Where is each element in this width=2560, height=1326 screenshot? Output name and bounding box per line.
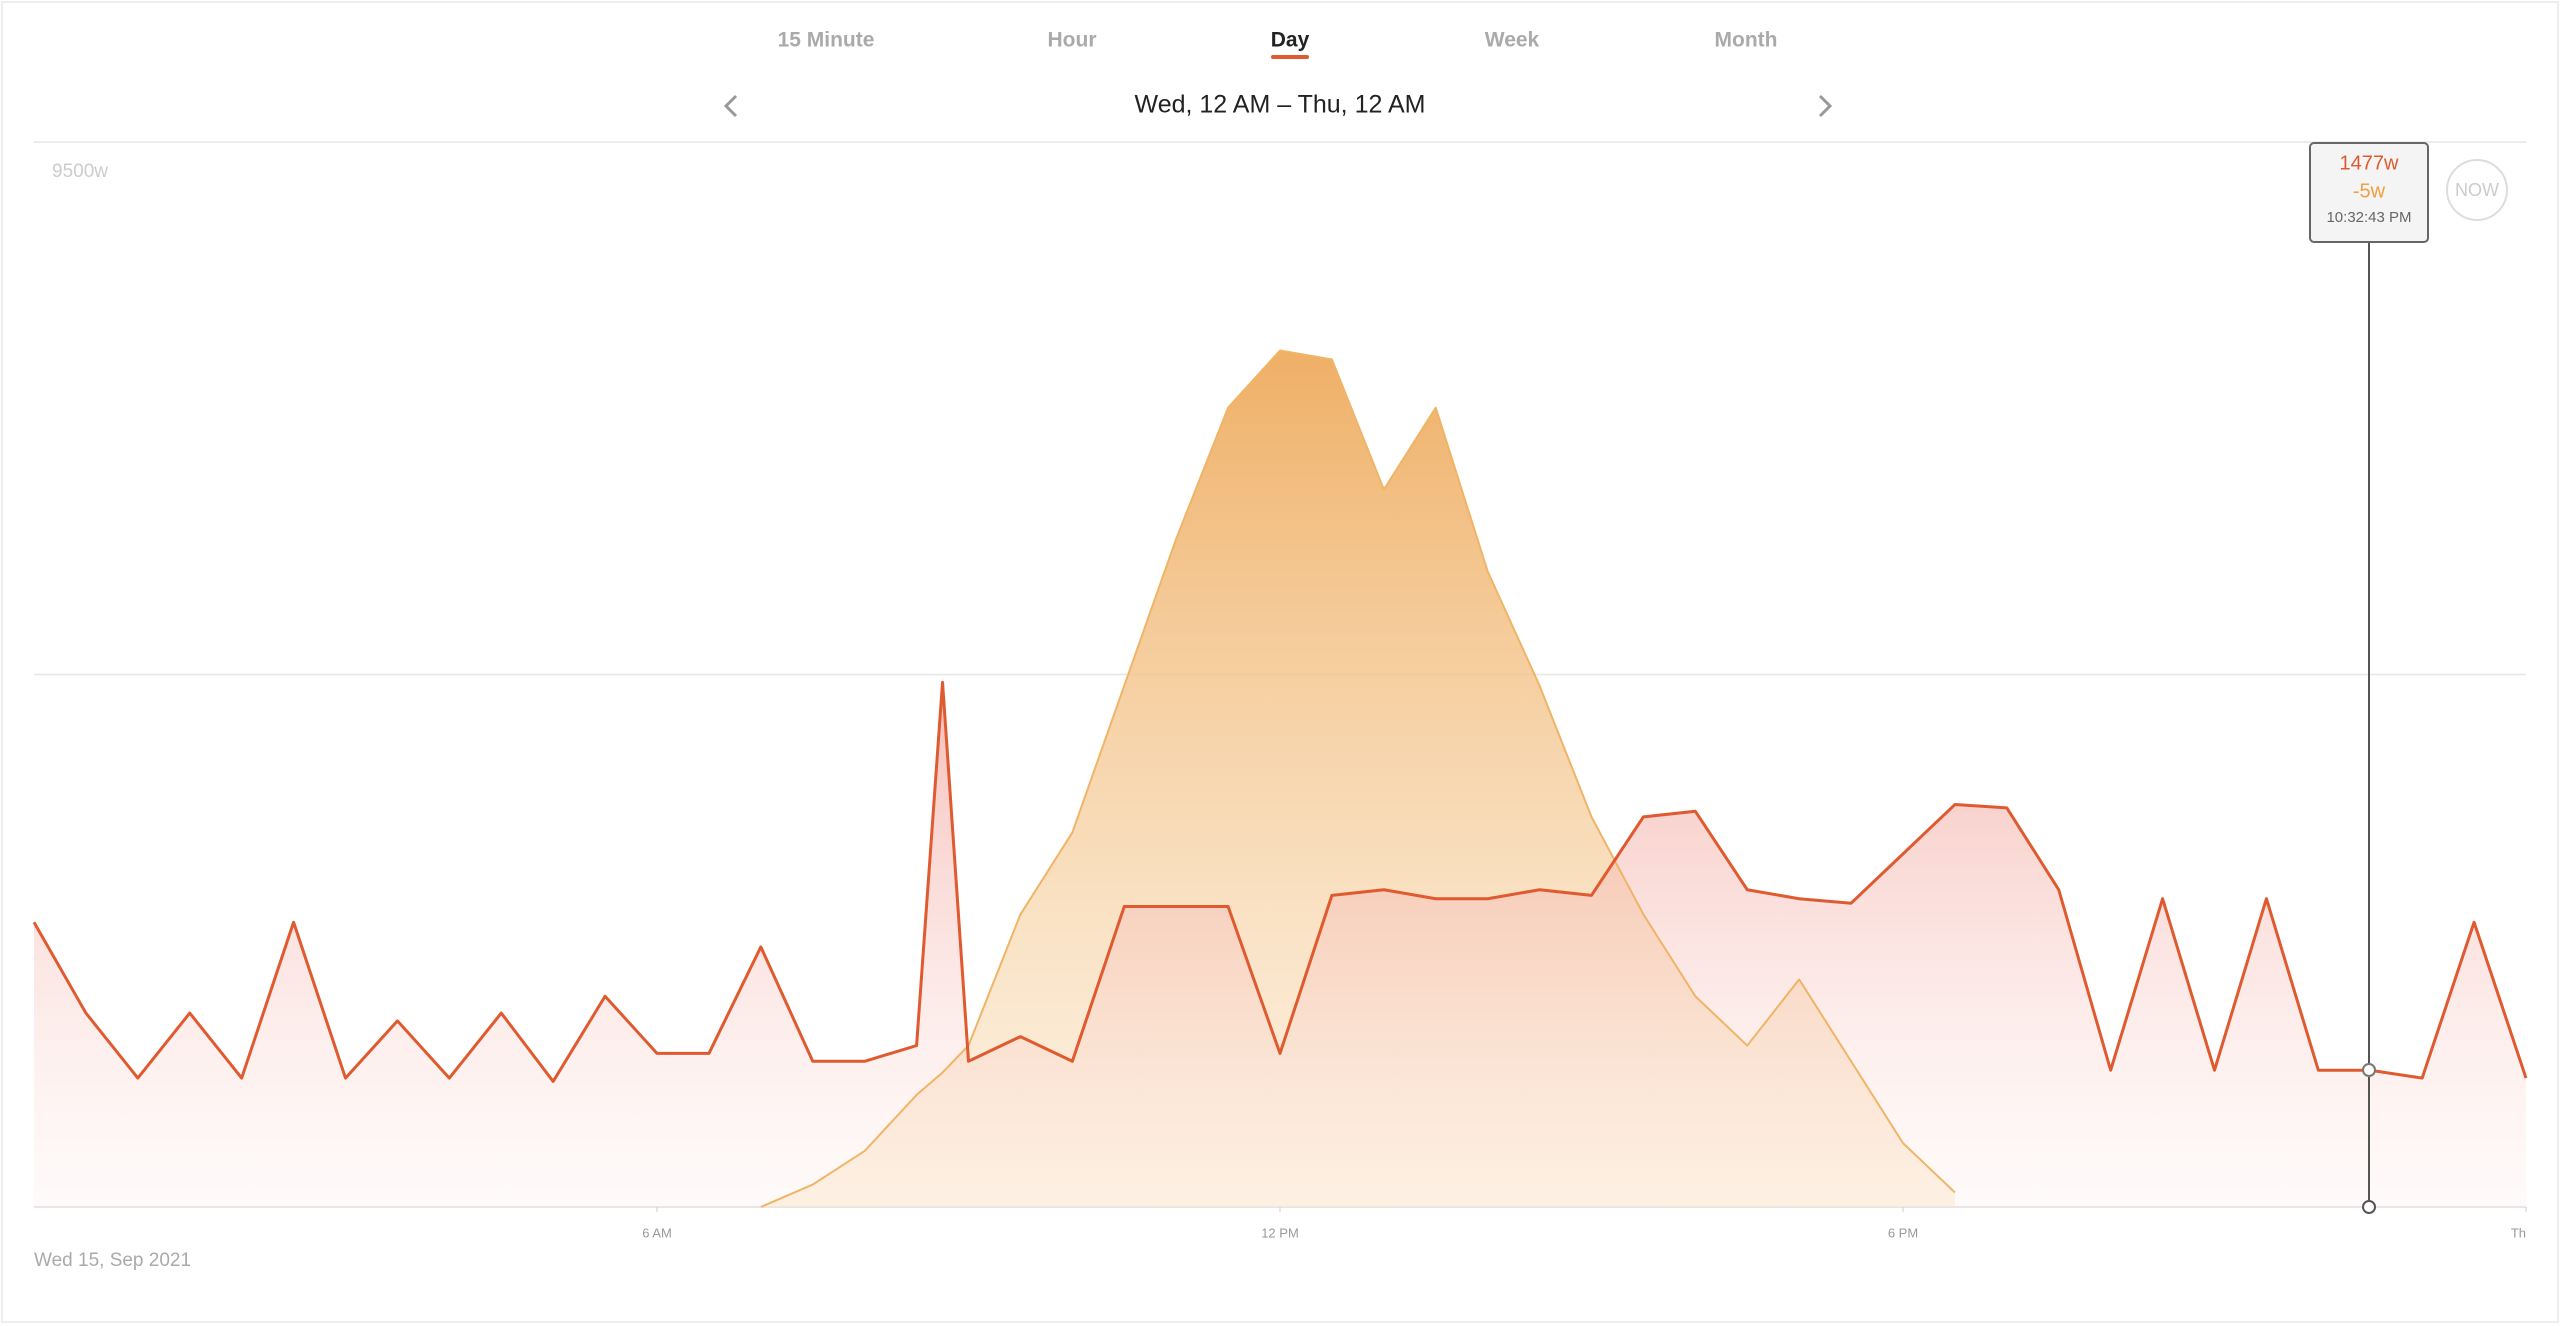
x-tick-label: 6 PM <box>1888 1225 1918 1240</box>
x-tick-label: Th <box>2511 1225 2526 1240</box>
tab[interactable]: 15 Minute <box>778 29 875 52</box>
tab[interactable]: Month <box>1715 29 1778 52</box>
prev-button[interactable] <box>723 94 738 118</box>
series-line <box>760 349 1956 1208</box>
tab[interactable]: Week <box>1485 29 1540 52</box>
date-label: Wed 15, Sep 2021 <box>34 1250 191 1271</box>
y-axis-label: 9500w <box>52 161 108 182</box>
tab-underline <box>1271 55 1309 59</box>
tab[interactable]: Hour <box>1048 29 1097 52</box>
range-label: Wed, 12 AM – Thu, 12 AM <box>1135 91 1426 119</box>
x-tick-label: 6 AM <box>642 1225 672 1240</box>
next-button[interactable] <box>1818 94 1833 118</box>
now-label[interactable]: NOW <box>2455 180 2499 200</box>
tooltip-consumption: 1477w <box>2340 152 2399 174</box>
cursor-dot <box>2362 1063 2376 1077</box>
series-line <box>32 680 2528 1083</box>
x-tick-label: 12 PM <box>1261 1225 1299 1240</box>
tooltip <box>2309 142 2429 243</box>
tooltip-time: 10:32:43 PM <box>2326 209 2411 226</box>
cursor-dot <box>2362 1200 2376 1214</box>
tab[interactable]: Day <box>1271 29 1310 52</box>
series-area <box>34 682 2526 1207</box>
tooltip-solar: -5w <box>2353 180 2386 202</box>
now-button[interactable] <box>2446 159 2508 221</box>
